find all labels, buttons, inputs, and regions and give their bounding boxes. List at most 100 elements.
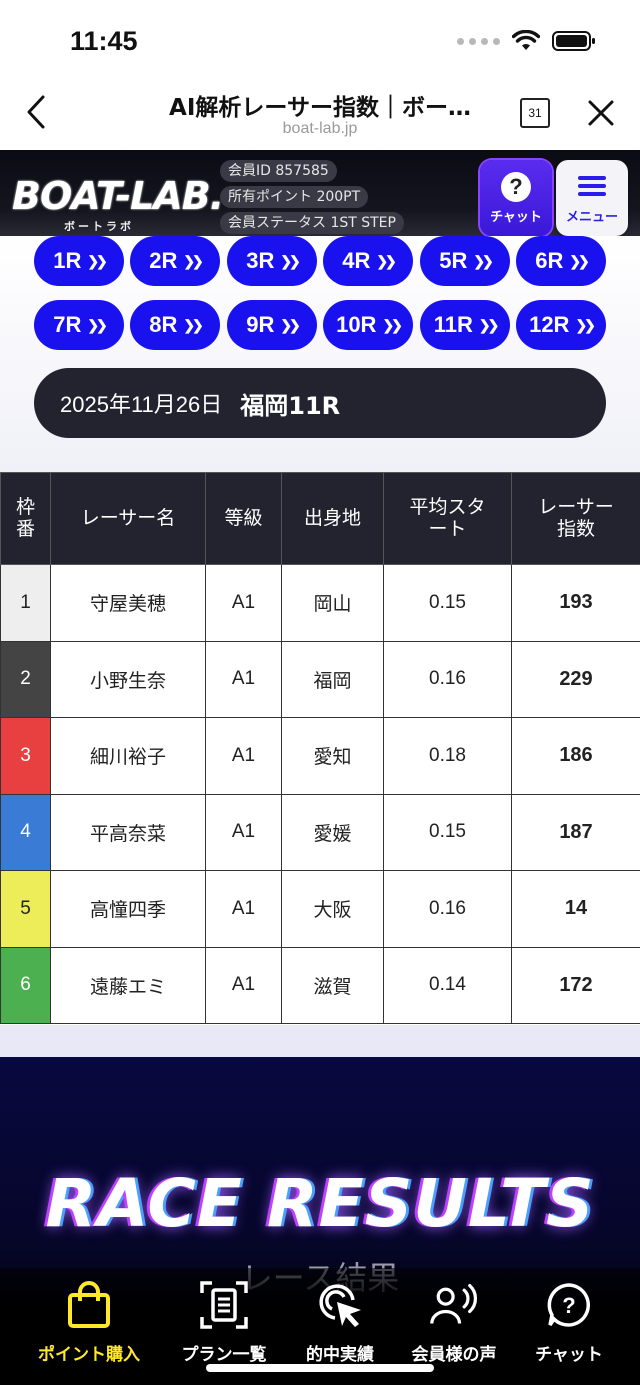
table-row: 5 高憧四季 A1 大阪 0.16 14 [0,870,640,948]
double-chevron-icon: ❯❯ [569,252,590,269]
double-chevron-icon: ❯❯ [382,316,403,333]
grade-cell: A1 [205,946,282,1024]
home-cell: 愛媛 [281,793,384,871]
double-chevron-icon: ❯❯ [87,316,108,333]
race-button-10r[interactable]: 10R ❯❯ [323,300,413,350]
nav-member-voice[interactable]: 会員様の声 [390,1280,518,1365]
table-header-row: 枠番 レーサー名 等級 出身地 平均スタート レーサー指数 [0,472,640,565]
racer-index-cell: 187 [511,793,640,871]
race-button-5r[interactable]: 5R ❯❯ [420,236,510,286]
race-button-2r[interactable]: 2R ❯❯ [130,236,220,286]
calendar-button[interactable]: 31 [520,98,550,128]
race-button-4r[interactable]: 4R ❯❯ [323,236,413,286]
section-divider [0,1025,640,1057]
home-indicator [206,1364,434,1372]
race-button-3r[interactable]: 3R ❯❯ [227,236,317,286]
header-home: 出身地 [281,472,384,565]
header-start: 平均スタート [383,472,512,565]
race-button-6r[interactable]: 6R ❯❯ [516,236,606,286]
shopping-bag-icon [64,1280,114,1330]
racer-index-cell: 186 [511,717,640,795]
site-logo-sub: ボートラボ [64,220,134,233]
header-name: レーサー名 [50,472,206,565]
race-venue: 福岡11R [240,391,341,420]
double-chevron-icon: ❯❯ [280,316,301,333]
race-results-title: RACE RESULTS [45,1165,595,1242]
nav-chat-label: チャット [535,1345,603,1365]
table-row: 2 小野生奈 A1 福岡 0.16 229 [0,640,640,718]
racer-name-cell: 平高奈菜 [50,793,206,871]
grade-cell: A1 [205,640,282,718]
table-row: 4 平高奈菜 A1 愛媛 0.15 187 [0,793,640,871]
chevron-left-icon [27,95,45,129]
racer-table: 枠番 レーサー名 等級 出身地 平均スタート レーサー指数 1 守屋美穂 A1 岡山 0… [0,472,640,1024]
home-cell: 愛知 [281,717,384,795]
waku-cell: 6 [0,946,51,1024]
waku-cell: 3 [0,717,51,795]
race-button-1r[interactable]: 1R ❯❯ [34,236,124,286]
waku-cell: 4 [0,793,51,871]
double-chevron-icon: ❯❯ [280,252,301,269]
double-chevron-icon: ❯❯ [183,316,204,333]
grade-cell: A1 [205,717,282,795]
browser-header: AI解析レーサー指数｜ボー… boat-lab.jp 31 [0,84,640,150]
member-points: 所有ポイント 200PT [220,186,369,208]
table-row: 3 細川裕子 A1 愛知 0.18 186 [0,717,640,795]
help-chat-icon: ? [544,1280,594,1330]
voice-person-icon [429,1280,479,1330]
nav-plan-list[interactable]: プラン一覧 [160,1280,288,1365]
racer-index-cell: 172 [511,946,640,1024]
avg-start-cell: 0.14 [383,946,512,1024]
race-button-8r[interactable]: 8R ❯❯ [130,300,220,350]
chat-button-label: チャット [490,209,542,225]
page-title: AI解析レーサー指数｜ボー… [169,95,471,121]
avg-start-cell: 0.15 [383,793,512,871]
double-chevron-icon: ❯❯ [575,316,596,333]
page-url: boat-lab.jp [282,120,358,137]
nav-member-voice-label: 会員様の声 [411,1345,497,1365]
close-button[interactable] [584,96,618,130]
grade-cell: A1 [205,870,282,948]
signal-icon [457,37,500,45]
avg-start-cell: 0.18 [383,717,512,795]
member-status: 会員ステータス 1ST STEP [220,212,404,234]
home-cell: 福岡 [281,640,384,718]
double-chevron-icon: ❯❯ [473,252,494,269]
racer-name-cell: 小野生奈 [50,640,206,718]
racer-name-cell: 守屋美穂 [50,564,206,642]
race-button-12r[interactable]: 12R ❯❯ [516,300,606,350]
status-icons [457,30,596,52]
avg-start-cell: 0.16 [383,870,512,948]
target-cursor-icon [315,1280,365,1330]
grade-cell: A1 [205,793,282,871]
nav-point-purchase-label: ポイント購入 [38,1345,140,1365]
chat-button[interactable]: ? チャット [480,160,552,236]
double-chevron-icon: ❯❯ [478,316,500,333]
menu-button[interactable]: メニュー [556,160,628,236]
nav-point-purchase[interactable]: ポイント購入 [25,1280,153,1365]
double-chevron-icon: ❯❯ [183,252,204,269]
waku-cell: 2 [0,640,51,718]
race-button-7r[interactable]: 7R ❯❯ [34,300,124,350]
site-logo[interactable]: BOAT-LAB. [12,174,224,218]
race-button-9r[interactable]: 9R ❯❯ [227,300,317,350]
race-date: 2025年11月26日 [60,392,223,417]
member-id: 会員ID 857585 [220,160,337,182]
race-date-bar: 2025年11月26日 福岡11R [34,368,606,438]
menu-button-label: メニュー [565,209,618,225]
avg-start-cell: 0.16 [383,640,512,718]
racer-name-cell: 遠藤エミ [50,946,206,1024]
close-icon [588,100,614,126]
nav-chat[interactable]: ? チャット [505,1280,633,1365]
racer-name-cell: 高憧四季 [50,870,206,948]
race-button-11r[interactable]: 11R ❯❯ [420,300,510,350]
double-chevron-icon: ❯❯ [87,252,108,269]
nav-hit-record-label: 的中実績 [306,1345,374,1365]
grade-cell: A1 [205,564,282,642]
header-index: レーサー指数 [511,472,640,565]
back-button[interactable] [18,92,54,132]
racer-index-cell: 193 [511,564,640,642]
racer-index-cell: 14 [511,870,640,948]
nav-hit-record[interactable]: 的中実績 [276,1280,404,1365]
battery-icon [552,31,595,51]
